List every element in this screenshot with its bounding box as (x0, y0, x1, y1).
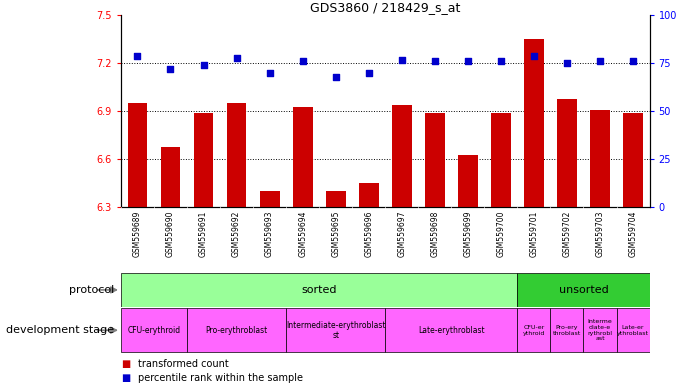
Text: GSM559699: GSM559699 (464, 210, 473, 257)
Bar (286, 308, 386, 353)
Text: ■: ■ (121, 373, 130, 383)
Point (594, 58, 605, 65)
Text: CFU-erythroid: CFU-erythroid (127, 326, 180, 335)
Text: Late-erythroblast: Late-erythroblast (418, 326, 484, 335)
Text: GSM559698: GSM559698 (430, 210, 439, 257)
Text: GSM559692: GSM559692 (232, 210, 241, 257)
Point (264, 70, 275, 76)
Text: Pro-ery
throblast: Pro-ery throblast (553, 325, 581, 336)
Bar (583, 308, 616, 353)
Bar (187, 308, 286, 353)
Text: unsorted: unsorted (558, 285, 608, 295)
Text: Interme
diate-e
rythrobl
ast: Interme diate-e rythrobl ast (587, 319, 612, 341)
Title: GDS3860 / 218429_s_at: GDS3860 / 218429_s_at (310, 1, 460, 14)
Text: Late-er
ythroblast: Late-er ythroblast (617, 325, 649, 336)
Bar (518, 308, 551, 353)
Bar (557, 99, 577, 207)
Bar (160, 147, 180, 207)
Text: transformed count: transformed count (138, 359, 229, 369)
Bar (623, 113, 643, 207)
Text: GSM559694: GSM559694 (298, 210, 307, 257)
Text: GSM559696: GSM559696 (364, 210, 373, 257)
Text: Pro-erythroblast: Pro-erythroblast (205, 326, 267, 335)
Text: GSM559700: GSM559700 (496, 210, 505, 257)
Text: ■: ■ (121, 359, 130, 369)
Text: GSM559695: GSM559695 (331, 210, 340, 257)
Point (132, 53, 143, 59)
Point (198, 62, 209, 68)
Bar (392, 105, 412, 207)
Text: development stage: development stage (6, 325, 114, 335)
Text: sorted: sorted (301, 285, 337, 295)
Text: protocol: protocol (69, 285, 114, 295)
Bar (386, 308, 518, 353)
Point (529, 53, 540, 59)
Bar (325, 191, 346, 207)
Bar (425, 113, 445, 207)
Text: GSM559697: GSM559697 (397, 210, 406, 257)
Point (330, 74, 341, 80)
Bar (590, 110, 610, 207)
Text: CFU-er
ythroid: CFU-er ythroid (522, 325, 545, 336)
Bar (458, 154, 477, 207)
Text: GSM559691: GSM559691 (199, 210, 208, 257)
Text: GSM559701: GSM559701 (529, 210, 538, 257)
Bar (121, 273, 518, 306)
Bar (491, 113, 511, 207)
Bar (524, 39, 544, 207)
Text: GSM559702: GSM559702 (562, 210, 571, 257)
Bar (227, 103, 247, 207)
Text: GSM559689: GSM559689 (133, 210, 142, 257)
Point (462, 58, 473, 65)
Point (231, 55, 242, 61)
Point (495, 58, 507, 65)
Point (363, 70, 375, 76)
Text: percentile rank within the sample: percentile rank within the sample (138, 373, 303, 383)
Bar (121, 308, 187, 353)
Text: GSM559693: GSM559693 (265, 210, 274, 257)
Text: Intermediate-erythroblast
st: Intermediate-erythroblast st (286, 321, 386, 340)
Point (561, 60, 572, 66)
Text: GSM559690: GSM559690 (166, 210, 175, 257)
Point (429, 58, 440, 65)
Bar (293, 106, 312, 207)
Text: GSM559704: GSM559704 (629, 210, 638, 257)
Bar (260, 191, 279, 207)
Point (396, 56, 407, 63)
Text: GSM559703: GSM559703 (596, 210, 605, 257)
Bar (518, 273, 650, 306)
Bar (359, 183, 379, 207)
Bar (551, 308, 583, 353)
Bar (616, 308, 650, 353)
Bar (193, 113, 214, 207)
Point (165, 66, 176, 72)
Point (627, 58, 638, 65)
Bar (128, 103, 147, 207)
Point (297, 58, 308, 65)
